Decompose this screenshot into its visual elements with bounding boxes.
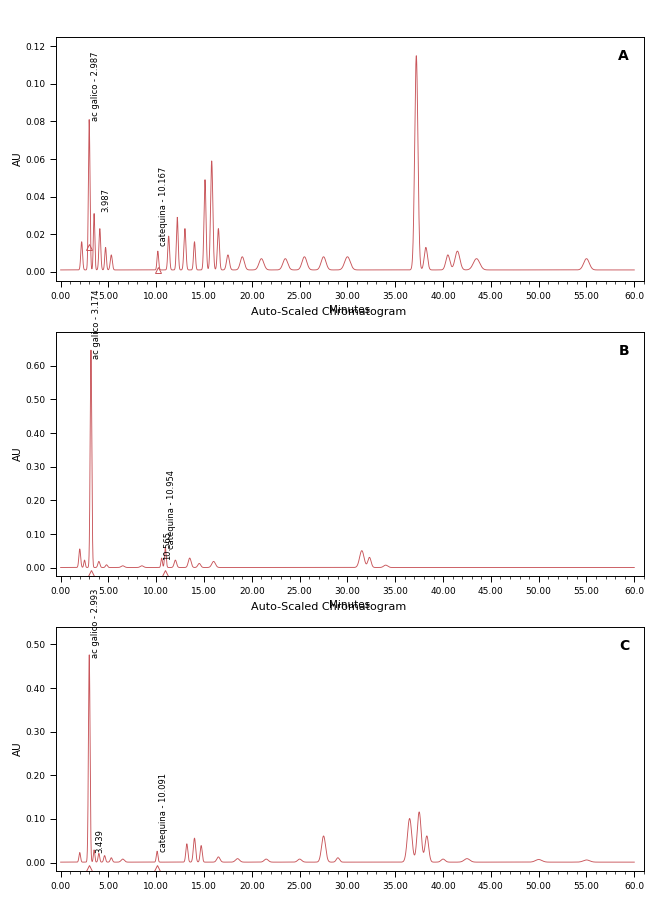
Y-axis label: AU: AU: [12, 152, 22, 166]
X-axis label: Minutes: Minutes: [329, 305, 371, 314]
Text: ac galico - 2.987: ac galico - 2.987: [91, 52, 100, 122]
Text: 3.439: 3.439: [95, 829, 104, 853]
Text: catequina - 10.091: catequina - 10.091: [158, 773, 168, 852]
Text: ac galico - 2.993: ac galico - 2.993: [91, 588, 100, 657]
Text: 3.987: 3.987: [101, 188, 110, 212]
Text: ac galico - 3.174: ac galico - 3.174: [93, 290, 101, 359]
X-axis label: Minutes: Minutes: [329, 600, 371, 609]
Text: Auto-Scaled Chromatogram: Auto-Scaled Chromatogram: [251, 602, 406, 612]
Text: 10.565: 10.565: [163, 531, 172, 561]
Text: catequina - 10.167: catequina - 10.167: [159, 166, 168, 245]
Text: A: A: [618, 49, 629, 63]
Text: catequina - 10.954: catequina - 10.954: [167, 470, 176, 550]
Text: B: B: [618, 344, 629, 358]
Y-axis label: AU: AU: [12, 742, 22, 756]
Text: Auto-Scaled Chromatogram: Auto-Scaled Chromatogram: [251, 307, 406, 317]
Text: C: C: [619, 639, 629, 653]
Y-axis label: AU: AU: [12, 447, 22, 461]
